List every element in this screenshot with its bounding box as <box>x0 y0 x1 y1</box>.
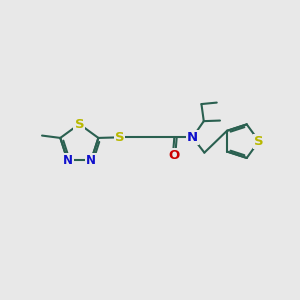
Text: N: N <box>63 154 73 167</box>
Text: O: O <box>168 149 180 162</box>
Text: N: N <box>86 154 96 167</box>
Text: S: S <box>115 131 124 144</box>
Text: S: S <box>74 118 84 130</box>
Text: S: S <box>254 135 264 148</box>
Text: N: N <box>187 131 198 144</box>
